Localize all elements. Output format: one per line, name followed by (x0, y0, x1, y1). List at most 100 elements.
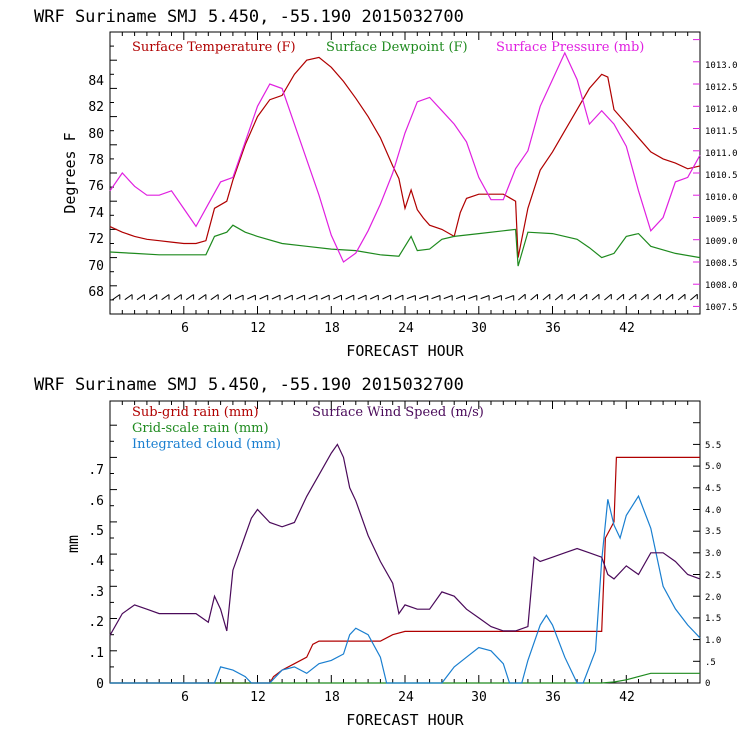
top-y2-tick-label-1009.5: 1009.5 (705, 215, 738, 225)
bottom-y-tick-label-.2: .2 (88, 615, 104, 630)
top-y2-tick-label-1008.5: 1008.5 (705, 259, 738, 269)
bottom-x-tick-label-18: 18 (324, 690, 340, 705)
wind-barb-staff (149, 294, 157, 301)
bottom-x-tick-label-6: 6 (181, 690, 189, 705)
wind-barb-staff (665, 293, 674, 301)
wind-barb-staff (468, 295, 477, 300)
top-y2-tick-label-1011.5: 1011.5 (705, 127, 738, 137)
wind-barb-staff (345, 294, 355, 300)
bottom-y2-tick-label-0: 0 (705, 679, 710, 689)
bottom-y2-tick-label-1.5: 1.5 (705, 614, 721, 624)
bottom-y2-tick-label-2.0: 2.0 (705, 593, 721, 603)
bottom-y2-tick-label-2.5: 2.5 (705, 571, 721, 581)
bottom-x-axis-label: FORECAST HOUR (346, 711, 464, 729)
pressure-series-line (109, 51, 701, 263)
bottom-legend-subgrid-rain: Sub-grid rain (mm) (132, 405, 259, 420)
top-x-tick-label-24: 24 (398, 321, 414, 336)
top-legend-pressure: Surface Pressure (mb) (496, 40, 644, 55)
wind-barb-staff (542, 293, 551, 301)
gridscale-rain-series-line (110, 672, 700, 684)
top-x-tick-label-42: 42 (619, 321, 635, 336)
wind-barb-staff (517, 293, 526, 301)
wind-barb-staff (136, 294, 145, 301)
bottom-y-tick-label-.4: .4 (88, 554, 104, 569)
top-y-tick-marks (110, 31, 700, 315)
bottom-y2-tick-label-4.5: 4.5 (705, 484, 721, 494)
bottom-chart-title: WRF Suriname SMJ 5.450, -55.190 20150327… (34, 375, 464, 395)
top-legend-temperature: Surface Temperature (F) (132, 40, 296, 55)
bottom-y2-tick-label-3.5: 3.5 (705, 527, 721, 537)
wind-barb-staff (505, 295, 514, 300)
top-x-tick-label-12: 12 (250, 321, 266, 336)
wind-barb-staff (357, 294, 367, 300)
top-y2-tick-label-1013.0: 1013.0 (705, 61, 738, 71)
wind-barb-staff (530, 293, 538, 301)
wind-barb-staff (333, 294, 342, 300)
top-y2-tick-label-1008.0: 1008.0 (705, 281, 738, 291)
wind-barb-staff (271, 294, 281, 300)
top-y-tick-label-68: 68 (88, 285, 104, 300)
wind-barb-staff (124, 294, 133, 301)
wind-barb-staff (112, 294, 121, 301)
wind-barb-staff (161, 294, 170, 301)
top-y2-tick-label-1009.0: 1009.0 (705, 237, 738, 247)
bottom-y-tick-label-.3: .3 (88, 585, 104, 600)
wind-barb-staff (406, 295, 416, 300)
wind-barb-staff (677, 293, 686, 301)
wind-barb-staff (690, 293, 698, 301)
bottom-legend-wind-speed: Surface Wind Speed (m/s) (312, 405, 484, 420)
bottom-x-tick-label-12: 12 (250, 690, 266, 705)
wind-barb-staff (308, 294, 318, 300)
wind-barb-staff (653, 293, 661, 301)
top-legend-dewpoint: Surface Dewpoint (F) (326, 40, 468, 55)
wind-barb-staff (604, 293, 612, 301)
bottom-y2-tick-label-4.0: 4.0 (705, 506, 721, 516)
wind-barb-staff (234, 294, 244, 300)
top-y-tick-label-80: 80 (88, 127, 104, 142)
top-y-tick-label-78: 78 (88, 153, 104, 168)
top-y2-tick-label-1012.5: 1012.5 (705, 83, 738, 93)
temperature-series-line (109, 56, 701, 258)
wind-barb-staff (283, 294, 293, 300)
top-x-tick-label-36: 36 (545, 321, 561, 336)
wind-barb-staff (628, 293, 637, 301)
wind-barb-staff (455, 295, 465, 300)
wind-barb-staff (492, 295, 502, 300)
wind-barb-staff (431, 295, 441, 300)
wind-barb-staff (480, 295, 490, 300)
bottom-y2-tick-label-3.0: 3.0 (705, 549, 721, 559)
wind-barb-staff (369, 294, 379, 300)
top-chart-title: WRF Suriname SMJ 5.450, -55.190 20150327… (34, 7, 464, 27)
bottom-legend-gridscale-rain: Grid-scale rain (mm) (132, 421, 269, 436)
bottom-x-tick-label-30: 30 (471, 690, 487, 705)
bottom-legend-cloud: Integrated cloud (mm) (132, 437, 281, 452)
subgrid-rain-series-line (110, 456, 700, 684)
wind-barb-staff (616, 293, 624, 301)
wind-barb-staff (210, 294, 219, 301)
wind-barb-staff (591, 293, 600, 301)
wind-barb-staff (382, 294, 391, 300)
wind-barb-staff (443, 295, 453, 300)
top-y-tick-label-82: 82 (88, 100, 104, 115)
top-y-tick-label-70: 70 (88, 259, 104, 274)
bottom-y-tick-label-0: 0 (96, 677, 104, 692)
top-y2-tick-label-1007.5: 1007.5 (705, 303, 738, 313)
bottom-y-tick-marks (110, 422, 700, 684)
bottom-x-tick-marks (109, 401, 701, 683)
bottom-y-tick-label-.1: .1 (88, 646, 104, 661)
wind-barb-staff (222, 294, 231, 301)
wind-barb-staff (419, 295, 428, 300)
top-y2-tick-label-1010.0: 1010.0 (705, 193, 738, 203)
wind-barb-staff (394, 294, 404, 300)
wind-barb-staff (247, 294, 256, 300)
wind-barb-staff (198, 294, 207, 301)
wind-barb-staff (554, 293, 563, 301)
bottom-y2-tick-label-.5: .5 (705, 658, 716, 668)
bottom-x-tick-label-36: 36 (545, 690, 561, 705)
top-x-tick-label-18: 18 (324, 321, 340, 336)
top-y-tick-label-84: 84 (88, 74, 104, 89)
top-y-tick-label-74: 74 (88, 206, 104, 221)
bottom-y-tick-label-.6: .6 (88, 494, 104, 509)
